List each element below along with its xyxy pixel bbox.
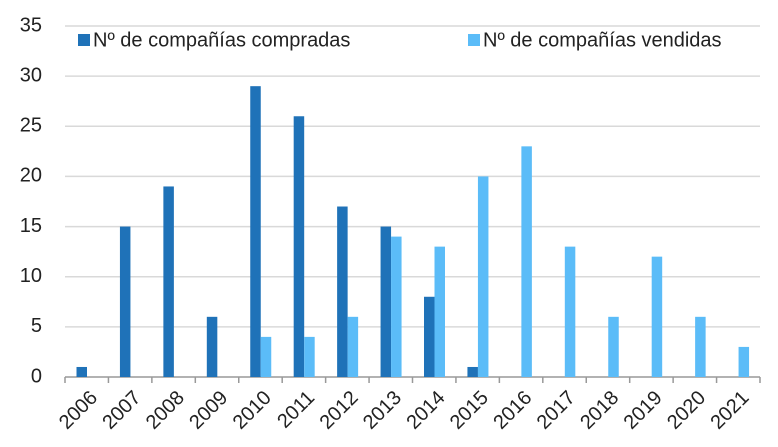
legend-label: Nº de compañías compradas <box>93 29 350 51</box>
y-tick-label: 5 <box>31 315 42 337</box>
y-tick-label: 10 <box>20 265 42 287</box>
x-tick-label: 2007 <box>98 387 145 434</box>
bar <box>347 316 359 377</box>
y-tick-label: 15 <box>20 215 42 237</box>
bar <box>608 316 619 377</box>
legend-swatch <box>468 34 480 46</box>
x-tick-label: 2006 <box>55 387 102 434</box>
legend-swatch <box>78 34 90 46</box>
x-tick-label: 2017 <box>533 387 580 434</box>
bar <box>477 176 489 377</box>
bar <box>337 206 348 377</box>
x-tick-label: 2009 <box>185 387 232 434</box>
y-tick-label: 20 <box>20 165 42 187</box>
bar <box>380 226 392 377</box>
legend-label: Nº de compañías vendidas <box>483 29 722 51</box>
y-tick-label: 35 <box>20 14 42 36</box>
x-tick-label: 2015 <box>446 387 493 434</box>
x-tick-label: 2020 <box>663 387 710 434</box>
x-tick-label: 2008 <box>142 387 189 434</box>
x-tick-label: 2010 <box>229 387 276 434</box>
y-tick-label: 25 <box>20 115 42 137</box>
bar <box>119 226 131 377</box>
x-tick-label: 2016 <box>489 387 536 434</box>
bar <box>564 246 576 377</box>
bar <box>424 296 435 377</box>
bar <box>76 366 87 377</box>
x-tick-label: 2018 <box>576 387 623 434</box>
x-tick-label: 2013 <box>359 387 406 434</box>
bar <box>250 86 261 378</box>
x-tick-label: 2012 <box>316 387 363 434</box>
x-tick-label: 2014 <box>402 387 449 434</box>
bar <box>738 346 750 377</box>
bar <box>163 186 174 377</box>
bar <box>260 336 272 377</box>
x-tick-label: 2019 <box>620 387 667 434</box>
bar <box>695 316 706 377</box>
bar <box>293 116 305 377</box>
x-tick-label: 2011 <box>273 387 319 433</box>
bar <box>304 336 315 377</box>
bar <box>521 146 532 377</box>
x-tick-label: 2021 <box>707 387 754 434</box>
bar <box>651 256 663 377</box>
bar <box>391 236 402 377</box>
bar <box>467 366 478 377</box>
y-tick-label: 0 <box>31 365 42 387</box>
y-tick-label: 30 <box>20 64 42 86</box>
bar <box>434 246 445 377</box>
bar <box>206 316 218 377</box>
